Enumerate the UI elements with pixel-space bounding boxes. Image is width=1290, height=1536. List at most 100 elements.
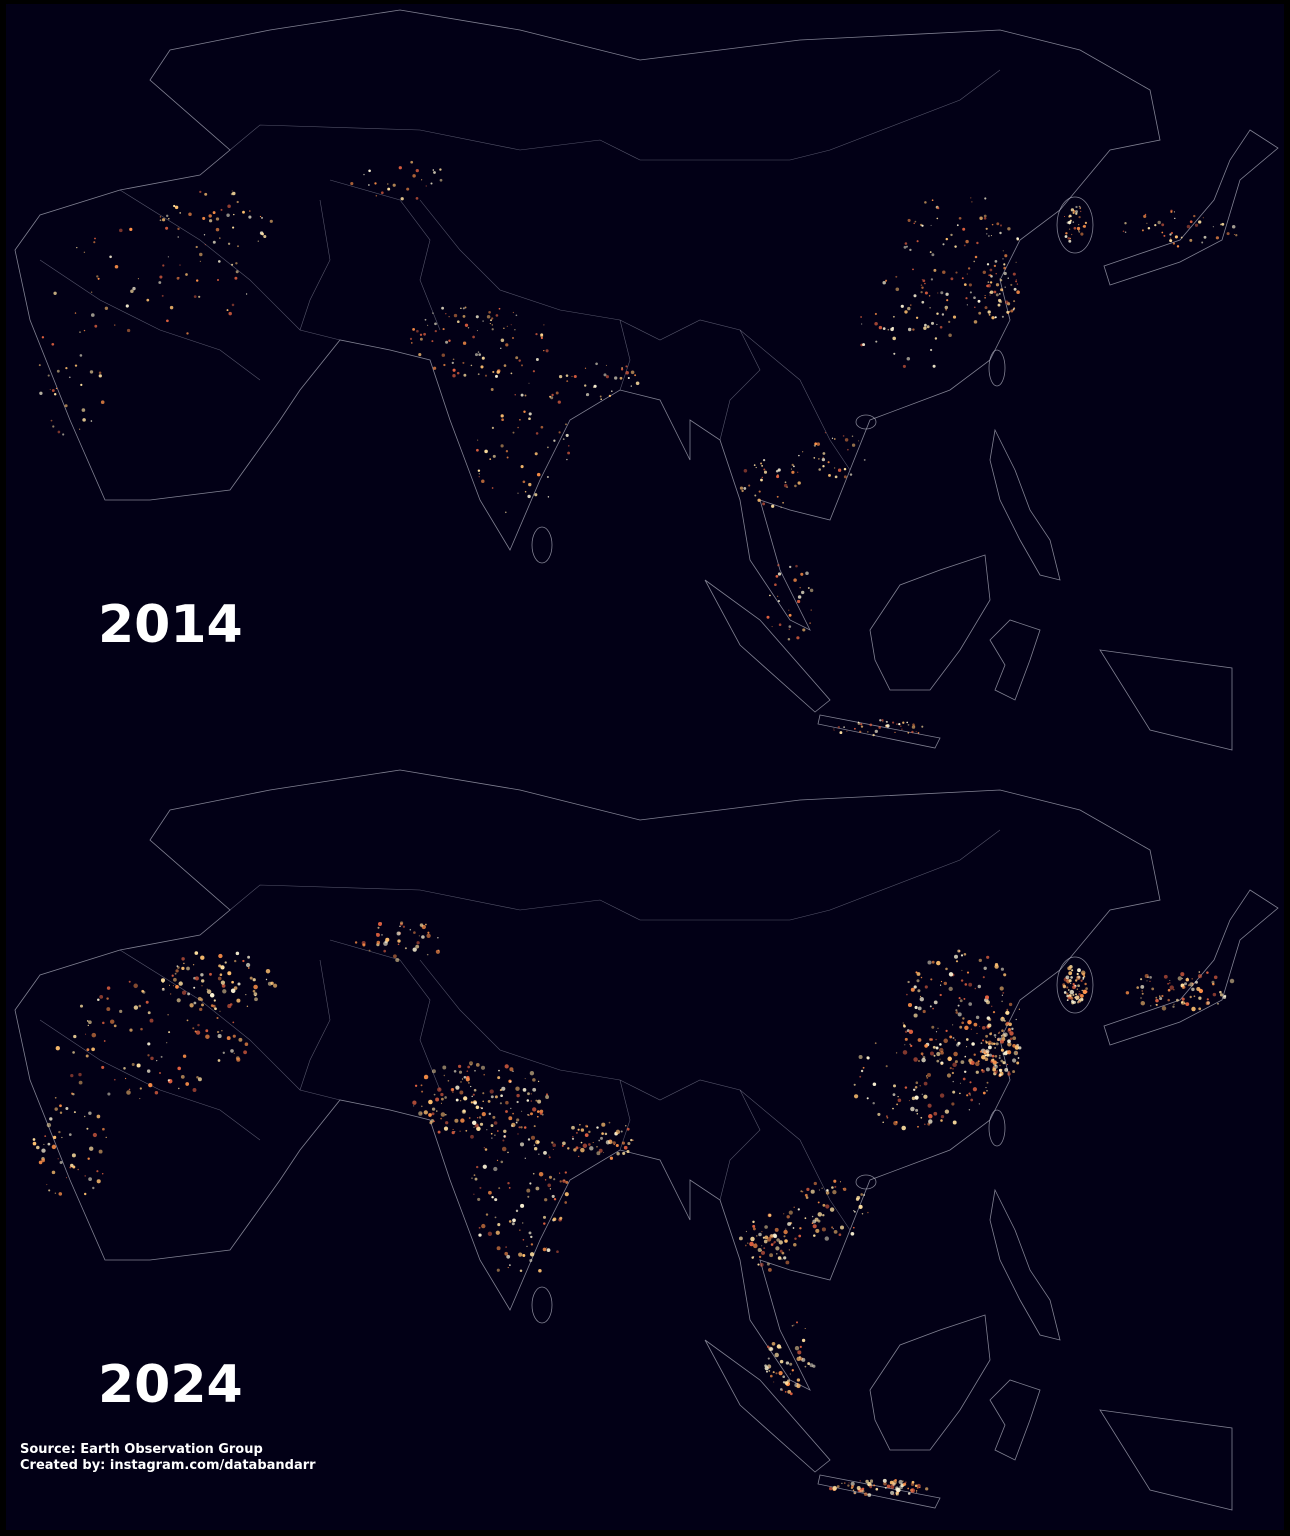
light-dot [89,370,94,374]
light-dot [907,327,912,332]
light-dot [412,327,416,331]
light-dot [510,1107,512,1110]
light-dot [1140,984,1145,989]
light-dot [230,1049,234,1053]
light-dot [987,310,991,314]
light-dot [166,1042,168,1044]
light-dot [847,1484,850,1487]
light-dot [810,1189,815,1194]
light-dot [476,1117,479,1119]
light-dot [499,1102,502,1105]
light-dot [231,980,234,984]
year-label: 2014 [98,595,243,655]
light-dot [937,206,940,210]
light-dot [567,1147,570,1150]
light-dot [955,271,958,274]
light-dot [772,1371,775,1374]
light-dot [377,926,380,929]
light-dot [916,1487,919,1489]
light-dot [588,1143,591,1146]
light-dot [758,1255,762,1259]
light-dot [483,1147,485,1149]
light-dot [947,1056,952,1062]
light-dot [927,960,932,965]
light-dot [126,1090,131,1095]
light-dot [836,1485,840,1488]
light-dot [441,306,444,310]
light-dot [68,1133,72,1136]
light-dot [1001,1016,1004,1019]
light-dot [977,299,981,303]
light-dot [939,1047,944,1053]
light-dot [473,1193,475,1195]
light-dot [825,1191,830,1195]
light-dot [252,989,256,993]
light-dot [421,179,423,181]
light-dot [478,1233,482,1237]
source-note: Source: Earth Observation Group [20,1442,263,1457]
light-dot [491,426,495,430]
light-dot [914,1086,918,1089]
light-dot [456,320,460,324]
light-dot [176,965,179,968]
light-dot [1002,250,1004,252]
light-dot [948,333,952,337]
light-dot [859,1075,862,1078]
light-dot [1155,996,1158,999]
light-dot [1167,998,1170,1002]
light-dot [971,201,973,203]
light-dot [514,394,516,396]
light-dot [1080,998,1084,1001]
light-dot [623,1145,628,1150]
light-dot [526,1099,530,1102]
light-dot [172,985,174,987]
light-dot [946,299,949,302]
light-dot [857,721,860,723]
light-dot [980,1042,983,1044]
light-dot [146,298,150,302]
light-dot [96,275,99,278]
light-dot [68,376,71,379]
light-dot [970,197,972,199]
light-dot [381,934,383,936]
light-dot [784,481,787,484]
light-dot [837,468,842,472]
light-dot [500,338,505,343]
light-dot [818,458,820,460]
light-dot [1079,207,1081,210]
light-dot [989,294,991,296]
light-dot [198,295,201,298]
light-dot [1006,1010,1009,1012]
light-dot [895,1052,898,1054]
light-dot [901,728,903,730]
light-dot [985,1067,990,1072]
light-dot [900,304,904,308]
light-dot [929,1005,932,1008]
light-dot [131,1063,135,1066]
light-dot [986,263,990,266]
light-dot [433,171,436,174]
light-dot [510,324,512,326]
light-dot [505,1100,509,1105]
light-dot [486,1129,488,1131]
light-dot [888,1486,891,1488]
light-dot [957,949,961,953]
light-dot [470,1085,472,1088]
light-dot [495,374,498,378]
light-dot [462,1109,466,1113]
light-dot [1002,1061,1006,1065]
light-dot [174,972,177,975]
light-dot [768,1213,772,1217]
light-dot [423,1074,429,1080]
light-dot [1066,999,1069,1001]
light-dot [237,245,239,248]
light-dot [232,1034,236,1038]
light-dot [532,1172,535,1175]
light-dot [47,1142,51,1146]
light-dot [1167,988,1171,992]
light-dot [471,1177,473,1179]
light-dot [774,1227,779,1232]
light-dot [833,728,835,730]
light-dot [442,328,445,331]
light-dot [930,978,933,981]
